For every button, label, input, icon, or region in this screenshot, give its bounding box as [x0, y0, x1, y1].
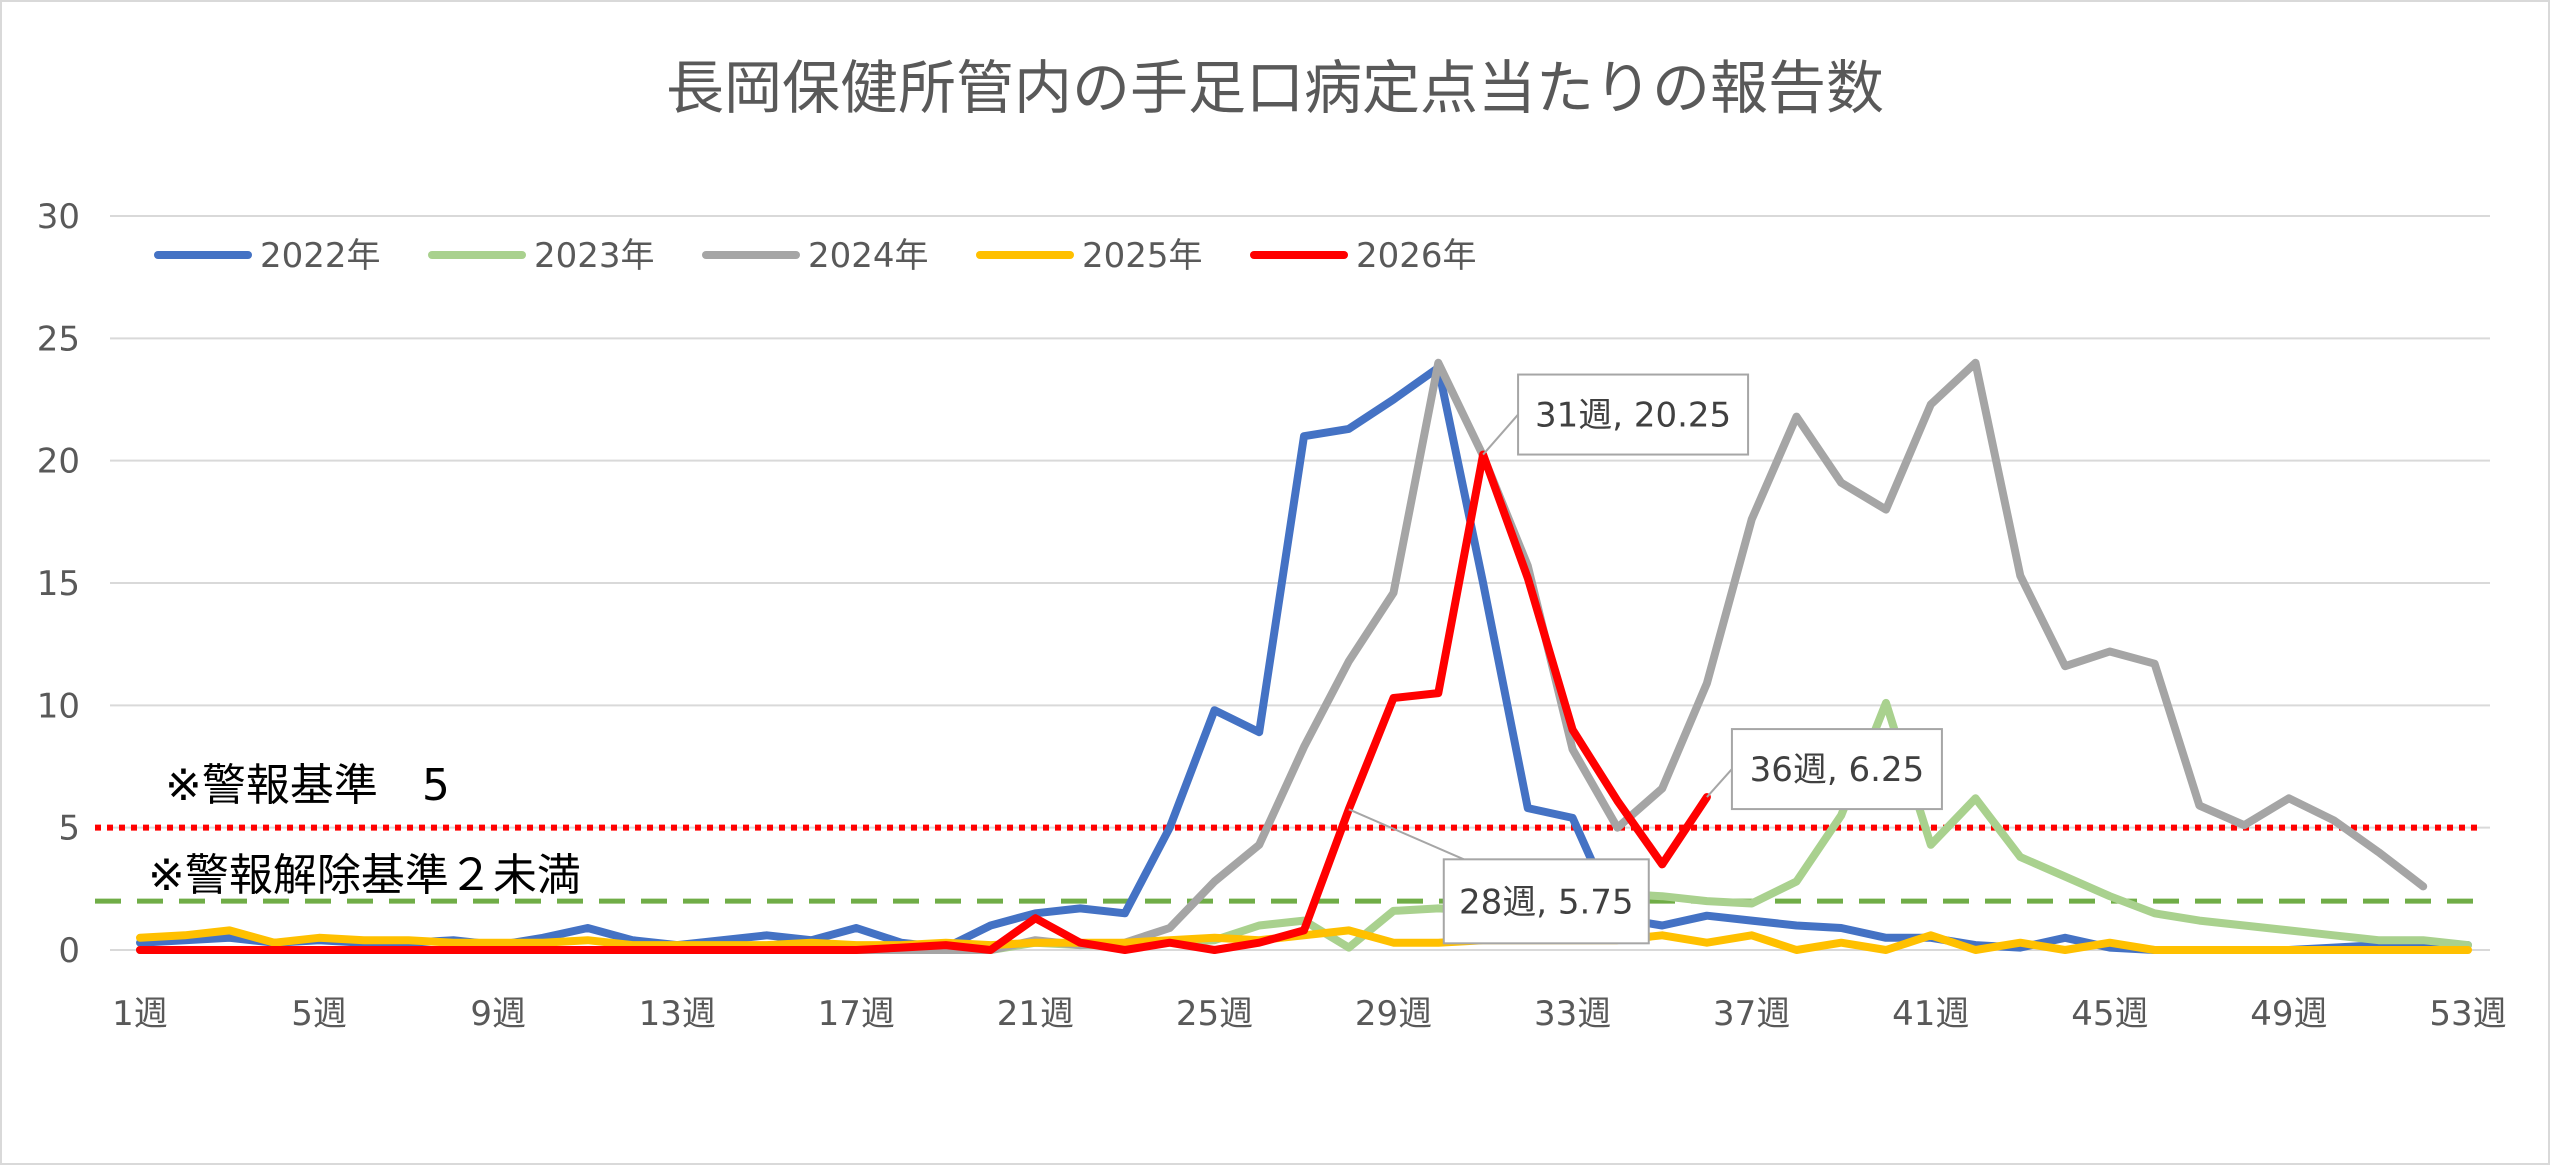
y-tick-label: 10 [37, 686, 80, 726]
y-tick-label: 15 [37, 564, 80, 604]
series-lines [136, 358, 2472, 954]
x-tick-label: 29週 [1355, 994, 1432, 1034]
x-tick-label: 53週 [2429, 994, 2506, 1034]
reference-note-1: ※警報解除基準２未満 [148, 850, 581, 901]
x-tick-label: 1週 [112, 994, 168, 1034]
annotation-label: 31週, 20.25 [1535, 396, 1731, 436]
x-tick-label: 17週 [818, 994, 895, 1034]
y-tick-label: 30 [37, 197, 80, 237]
annotation-box [1442, 858, 1650, 945]
x-tick-label: 25週 [1176, 994, 1253, 1034]
x-tick-label: 5週 [291, 994, 347, 1034]
data-annotations: 31週, 20.25 28週, 5.75 36週, 6.25 [1348, 373, 1943, 945]
x-tick-label: 13週 [639, 994, 716, 1034]
gridlines [110, 215, 2490, 951]
annotation-box [1730, 728, 1943, 811]
x-axis-ticks: 1週 5週 9週 13週 17週 21週 25週 29週 33週 37週 41週 45週 49週 53週 [112, 994, 2506, 1034]
annotation-label: 28週, 5.75 [1459, 882, 1634, 922]
reference-note-0: ※警報基準 5 [165, 760, 450, 811]
x-tick-label: 45週 [2071, 994, 2148, 1034]
reference-notes: ※警報基準 5 ※警報解除基準２未満 [148, 760, 581, 901]
series-line-3 [136, 926, 2472, 954]
legend: 2022年 2023年 2024年 2025年 2026年 [154, 236, 1477, 276]
x-tick-label: 21週 [997, 994, 1074, 1034]
y-tick-label: 5 [58, 809, 80, 849]
legend-label-2: 2024年 [808, 236, 929, 276]
x-tick-label: 37週 [1713, 994, 1790, 1034]
legend-label-4: 2026年 [1356, 236, 1477, 276]
chart-title: 長岡保健所管内の手足口病定点当たりの報告数 [666, 54, 1884, 122]
legend-label-0: 2022年 [260, 236, 381, 276]
x-tick-label: 9週 [470, 994, 526, 1034]
reference-lines [95, 824, 2480, 904]
series-line-4 [136, 450, 1711, 954]
x-tick-label: 33週 [1534, 994, 1611, 1034]
annotation-leader [1706, 768, 1733, 798]
y-tick-label: 0 [58, 931, 80, 971]
y-axis-ticks: 0 5 10 15 20 25 30 [37, 197, 80, 971]
legend-label-3: 2025年 [1082, 236, 1203, 276]
annotation-label: 36週, 6.25 [1750, 750, 1925, 790]
x-tick-label: 49週 [2250, 994, 2327, 1034]
annotation-leader [1348, 808, 1465, 861]
legend-label-1: 2023年 [534, 236, 655, 276]
y-tick-label: 25 [37, 319, 80, 359]
annotation-box [1517, 373, 1750, 456]
annotation-leader [1482, 413, 1519, 456]
x-tick-label: 41週 [1892, 994, 1969, 1034]
y-tick-label: 20 [37, 442, 80, 482]
